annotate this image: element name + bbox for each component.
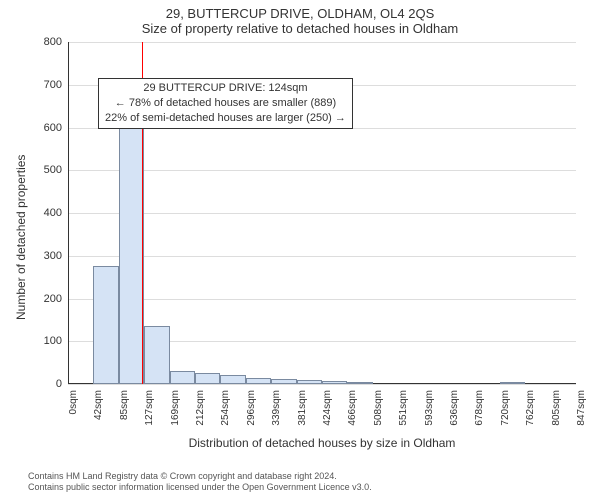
annotation-line2: ← 78% of detached houses are smaller (88… [105,96,346,111]
histogram-bar [170,371,195,384]
x-tick-label: 339sqm [271,390,282,426]
grid-line [68,42,576,43]
y-tick-label: 700 [44,79,68,91]
x-tick-label: 805sqm [551,390,562,426]
x-tick-label: 85sqm [119,390,130,420]
histogram-bar [271,379,296,384]
x-tick-label: 720sqm [500,390,511,426]
grid-line [68,256,576,257]
footer: Contains HM Land Registry data © Crown c… [0,471,600,494]
x-tick-label: 593sqm [424,390,435,426]
footer-line2: Contains public sector information licen… [28,482,600,494]
grid-line [68,213,576,214]
x-tick-label: 42sqm [93,390,104,420]
y-tick-label: 100 [44,335,68,347]
grid-line [68,384,576,385]
x-tick-label: 847sqm [576,390,587,426]
histogram-bar [347,382,372,384]
histogram-bar [195,373,220,384]
x-tick-label: 551sqm [398,390,409,426]
y-tick-label: 400 [44,207,68,219]
histogram-bar [93,266,118,384]
footer-line1: Contains HM Land Registry data © Crown c… [28,471,600,483]
y-tick-label: 500 [44,164,68,176]
x-tick-label: 466sqm [347,390,358,426]
y-axis [68,42,69,384]
plot-area: 01002003004005006007008000sqm42sqm85sqm1… [68,42,576,384]
y-tick-label: 600 [44,122,68,134]
annotation-box: 29 BUTTERCUP DRIVE: 124sqm← 78% of detac… [98,78,353,129]
histogram-bar [119,110,144,384]
y-tick-label: 300 [44,250,68,262]
histogram-bar [322,381,347,384]
x-tick-label: 508sqm [373,390,384,426]
y-tick-label: 0 [56,378,68,390]
y-tick-label: 200 [44,293,68,305]
x-tick-label: 169sqm [170,390,181,426]
x-tick-label: 254sqm [220,390,231,426]
annotation-line1: 29 BUTTERCUP DRIVE: 124sqm [105,81,346,96]
address-title: 29, BUTTERCUP DRIVE, OLDHAM, OL4 2QS [0,6,600,21]
x-tick-label: 296sqm [246,390,257,426]
histogram-bar [220,375,245,384]
x-tick-label: 0sqm [68,390,79,414]
x-tick-label: 127sqm [144,390,155,426]
y-axis-label: Number of detached properties [14,155,28,320]
subtitle: Size of property relative to detached ho… [0,21,600,36]
y-tick-label: 800 [44,36,68,48]
x-axis-caption: Distribution of detached houses by size … [68,436,576,450]
histogram-bar [246,378,271,384]
x-tick-label: 424sqm [322,390,333,426]
x-tick-label: 381sqm [297,390,308,426]
x-tick-label: 678sqm [474,390,485,426]
chart-container: 29, BUTTERCUP DRIVE, OLDHAM, OL4 2QS Siz… [0,0,600,500]
x-tick-label: 212sqm [195,390,206,426]
histogram-bar [144,326,169,384]
histogram-bar [500,382,525,384]
x-tick-label: 762sqm [525,390,536,426]
annotation-line3: 22% of semi-detached houses are larger (… [105,111,346,126]
grid-line [68,170,576,171]
grid-line [68,299,576,300]
x-tick-label: 636sqm [449,390,460,426]
histogram-bar [297,380,322,384]
